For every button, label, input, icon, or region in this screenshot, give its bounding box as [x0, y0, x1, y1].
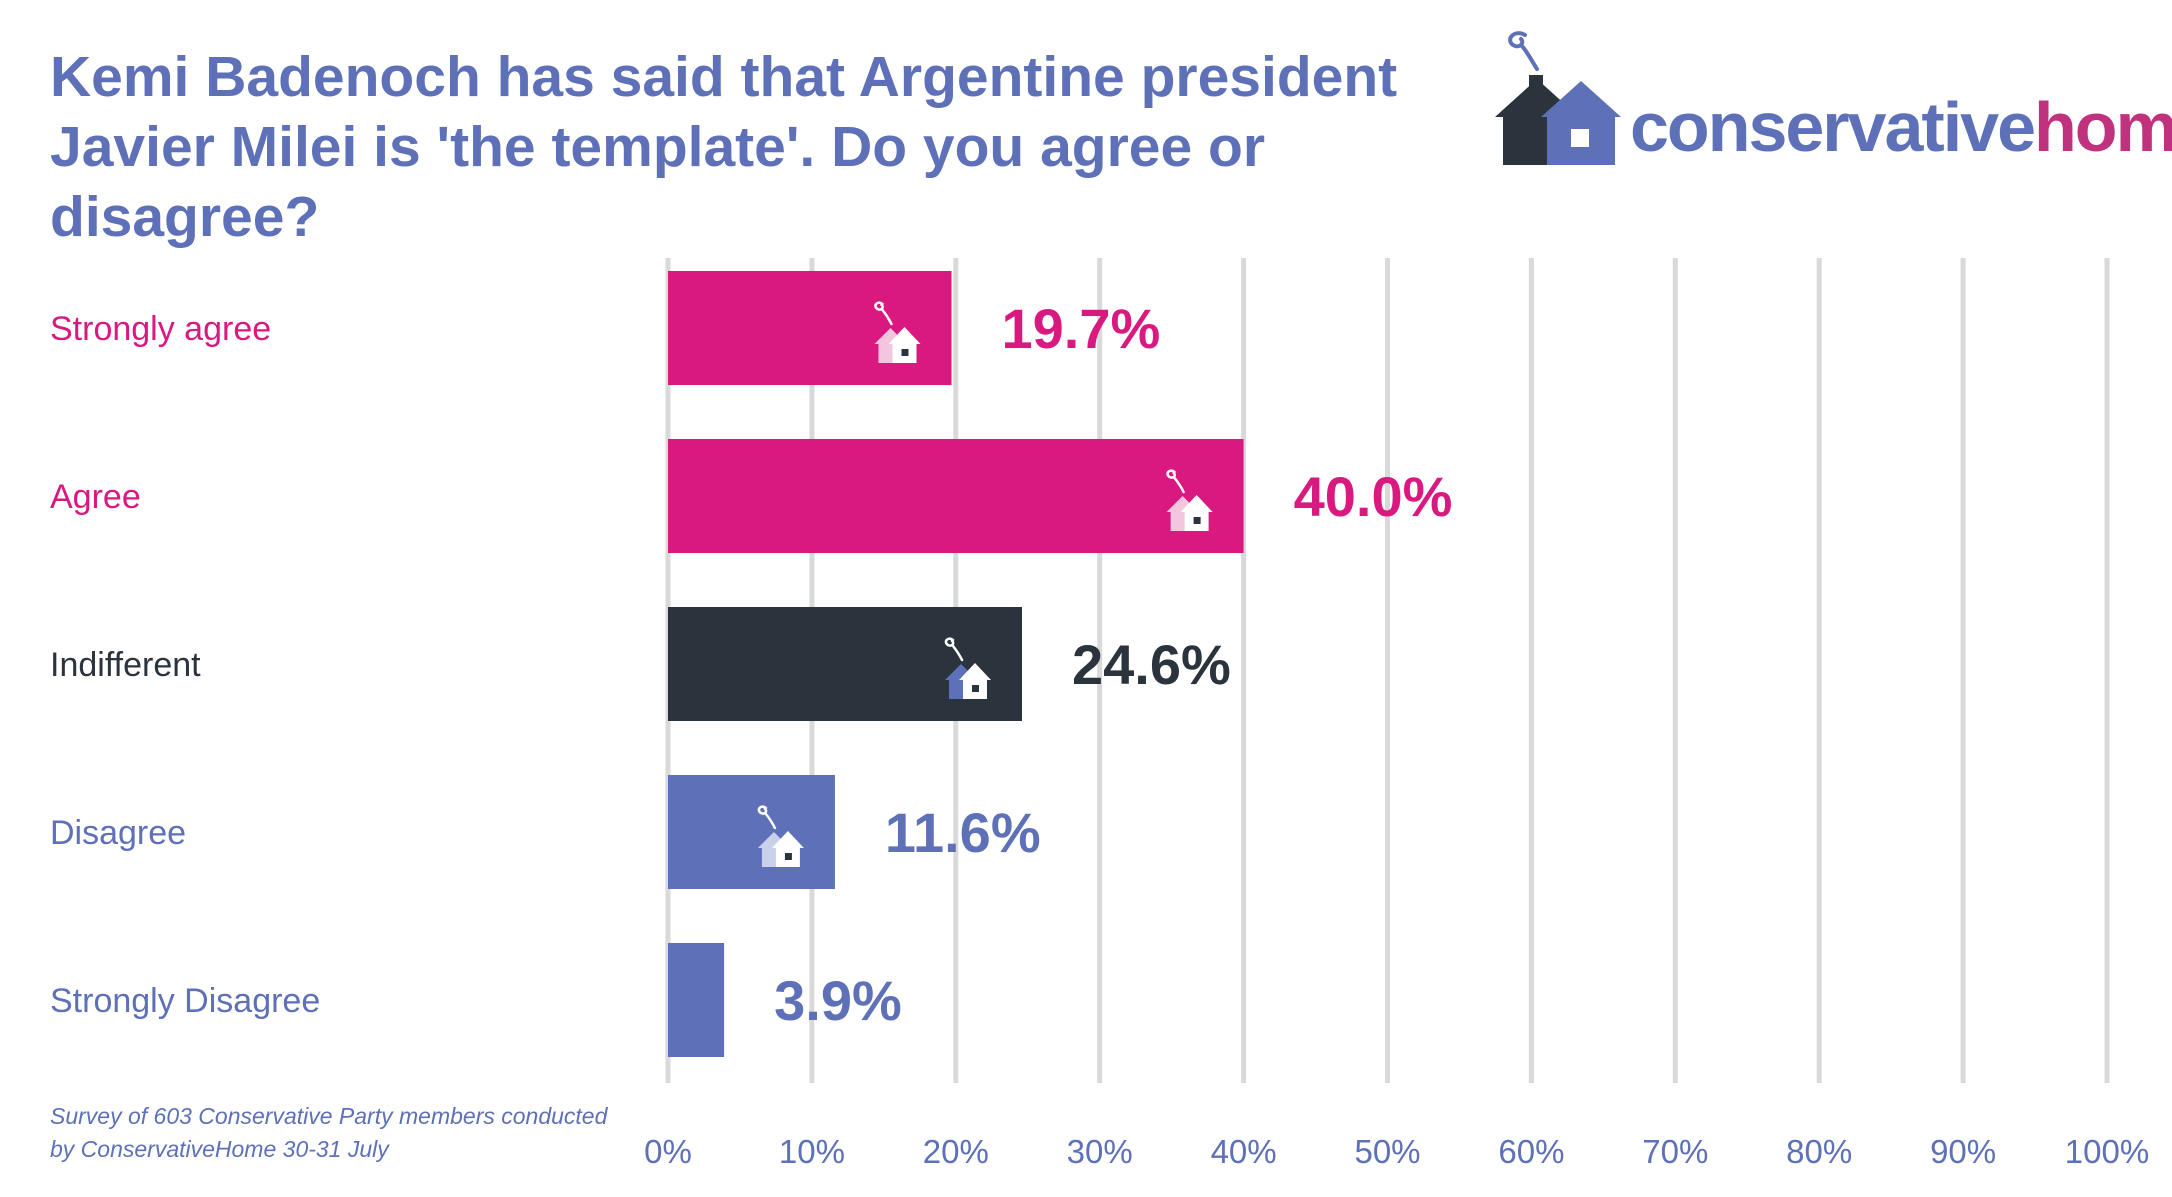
category-label: Strongly Disagree [50, 982, 320, 1020]
bar-house-icon [944, 637, 991, 699]
x-tick-label: 100% [2065, 1133, 2149, 1170]
x-tick-label: 70% [1642, 1133, 1708, 1170]
bar [668, 271, 952, 385]
footnote: Survey of 603 Conservative Party members… [50, 1103, 608, 1162]
bar [668, 439, 1244, 553]
x-tick-label: 30% [1067, 1133, 1133, 1170]
x-tick-label: 0% [644, 1133, 692, 1170]
bar [668, 943, 725, 1057]
conservativehome-logo: conservativehome [1495, 25, 2172, 175]
x-tick-label: 20% [923, 1133, 989, 1170]
value-label: 19.7% [1001, 297, 1160, 360]
chart-title: Kemi Badenoch has said that Argentine pr… [50, 45, 1398, 249]
bar-house-icon [757, 805, 804, 867]
logo-word-home: home [2034, 88, 2172, 166]
category-label: Indifferent [50, 646, 201, 684]
value-label: 11.6% [885, 801, 1041, 864]
x-tick-label: 40% [1211, 1133, 1277, 1170]
value-label: 24.6% [1072, 633, 1231, 696]
category-label: Strongly agree [50, 310, 271, 348]
x-tick-label: 80% [1786, 1133, 1852, 1170]
value-label: 3.9% [774, 969, 902, 1032]
logo-word-conservative: conservative [1630, 88, 2036, 166]
logo-wordmark: conservativehome [1630, 87, 2172, 167]
bar [668, 607, 1022, 721]
bar-house-icon [1166, 469, 1213, 531]
bar [668, 775, 835, 889]
x-tick-label: 10% [779, 1133, 845, 1170]
x-tick-label: 60% [1498, 1133, 1564, 1170]
category-label: Agree [50, 478, 141, 516]
value-label: 40.0% [1294, 465, 1453, 528]
house-logo-icon [1495, 31, 1621, 165]
x-tick-label: 50% [1354, 1133, 1420, 1170]
x-tick-label: 90% [1930, 1133, 1996, 1170]
category-label: Disagree [50, 814, 186, 852]
bar-house-icon [874, 301, 921, 363]
